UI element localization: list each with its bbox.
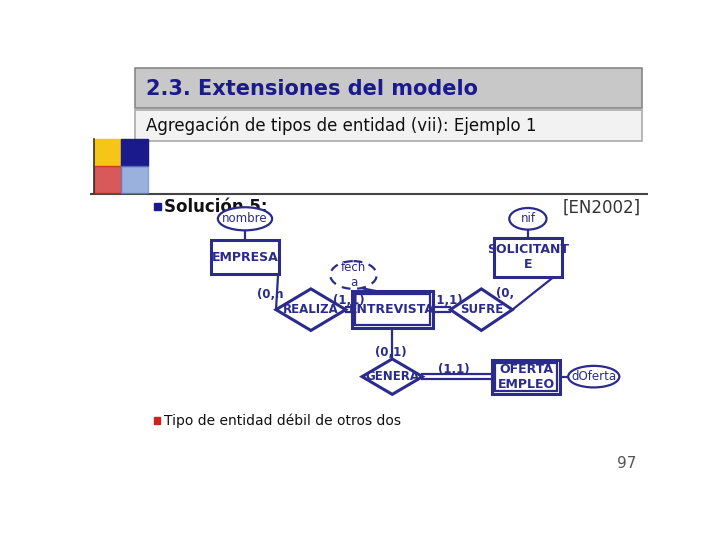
Bar	[121, 166, 148, 193]
Text: Solución 5:: Solución 5:	[164, 198, 268, 216]
Text: (0,1): (0,1)	[375, 346, 407, 359]
Text: 97: 97	[617, 456, 636, 471]
Bar	[355, 294, 430, 325]
Text: SOLICITANT
E: SOLICITANT E	[487, 244, 569, 271]
Polygon shape	[451, 289, 513, 330]
Ellipse shape	[330, 261, 377, 289]
Bar	[135, 68, 642, 108]
Text: Agregación de tipos de entidad (vii): Ejemplo 1: Agregación de tipos de entidad (vii): Ej…	[145, 117, 536, 135]
Text: nombre: nombre	[222, 212, 268, 225]
Bar	[495, 363, 557, 390]
Text: nif: nif	[521, 212, 536, 225]
Bar	[94, 166, 121, 193]
Ellipse shape	[509, 208, 546, 230]
Bar	[94, 139, 121, 166]
Bar	[494, 238, 562, 276]
Bar	[153, 204, 161, 210]
Bar	[211, 240, 279, 274]
Text: [EN2002]: [EN2002]	[562, 198, 640, 216]
Text: ENTREVISTA: ENTREVISTA	[349, 303, 436, 316]
Text: (0,: (0,	[495, 287, 513, 300]
Bar	[351, 291, 433, 328]
Bar	[135, 110, 642, 141]
Text: 2.3. Extensiones del modelo: 2.3. Extensiones del modelo	[145, 79, 478, 99]
Bar	[492, 360, 560, 394]
Text: REALIZA: REALIZA	[283, 303, 338, 316]
Bar	[121, 139, 148, 166]
Text: dOferta: dOferta	[571, 370, 616, 383]
Text: SUFRE: SUFRE	[460, 303, 503, 316]
Bar	[153, 417, 160, 423]
Text: GENERA: GENERA	[365, 370, 419, 383]
Text: Tipo de entidad débil de otros dos: Tipo de entidad débil de otros dos	[163, 413, 400, 428]
Text: EMPRESA: EMPRESA	[212, 251, 279, 264]
Text: OFERTA
EMPLEO: OFERTA EMPLEO	[498, 363, 555, 390]
Ellipse shape	[218, 207, 272, 231]
Text: (0,n: (0,n	[257, 288, 284, 301]
Text: (1,1): (1,1)	[431, 294, 462, 307]
Text: (1,1): (1,1)	[333, 294, 364, 307]
Text: fech
a: fech a	[341, 261, 366, 289]
Polygon shape	[362, 359, 423, 394]
Text: (1,1): (1,1)	[438, 363, 470, 376]
Ellipse shape	[568, 366, 619, 387]
Polygon shape	[276, 289, 346, 330]
